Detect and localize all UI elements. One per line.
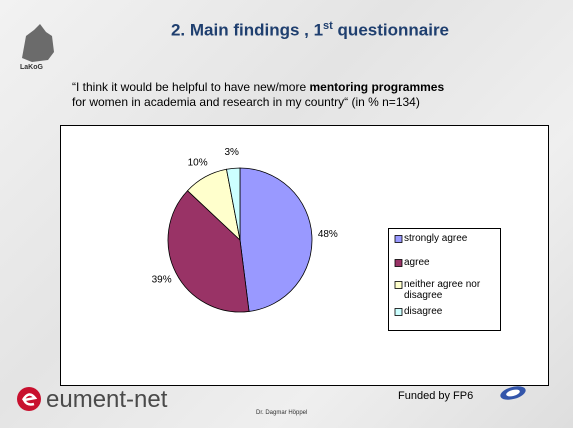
pie-slice bbox=[167, 190, 250, 313]
legend-item: strongly agree bbox=[404, 233, 468, 244]
value-label: 48% bbox=[318, 229, 338, 240]
title-sup: st bbox=[323, 20, 333, 32]
legend-frame bbox=[388, 228, 501, 331]
question: “I think it would be helpful to have new… bbox=[72, 80, 552, 110]
brand: eument-net bbox=[46, 386, 168, 413]
legend-label: agree bbox=[404, 257, 430, 268]
pie-slice bbox=[239, 167, 313, 312]
legend-label: neither agree nor disagree bbox=[404, 279, 481, 301]
slide-title: 2. Main findings , 1st questionnaire bbox=[90, 20, 530, 41]
logo-text: LaKoG bbox=[20, 64, 43, 71]
brand-icon bbox=[17, 387, 41, 411]
legend-item: agree bbox=[404, 257, 430, 268]
title-main: 2. Main findings , 1 bbox=[170, 20, 324, 40]
value-label: 39% bbox=[152, 275, 172, 286]
legend-label: disagree bbox=[404, 306, 443, 317]
question-bold: mentoring programmes bbox=[309, 80, 445, 94]
legend-swatch bbox=[394, 259, 403, 267]
lakog-logo bbox=[22, 24, 54, 62]
question-start: “I think it would be helpful to have new… bbox=[72, 80, 310, 94]
value-label: 10% bbox=[188, 158, 208, 169]
pie-slice bbox=[226, 167, 241, 241]
fp6-logo bbox=[500, 386, 526, 400]
value-label: 3% bbox=[224, 147, 239, 158]
legend-item: neither agree nor disagree bbox=[404, 279, 481, 301]
chart: 48% 39% 10% 3% strongly agree agree neither ag… bbox=[60, 125, 549, 386]
legend-swatch bbox=[394, 235, 403, 243]
funding: Funded by FP6 bbox=[398, 390, 474, 402]
title-rest: questionnaire bbox=[332, 20, 450, 40]
legend-item: disagree bbox=[404, 306, 443, 317]
author: Dr. Dagmar Höppel bbox=[256, 410, 308, 416]
legend-swatch bbox=[394, 281, 403, 289]
legend-label: strongly agree bbox=[404, 233, 468, 244]
legend-swatch bbox=[394, 308, 403, 316]
question-end: for women in academia and research in my… bbox=[72, 95, 420, 109]
